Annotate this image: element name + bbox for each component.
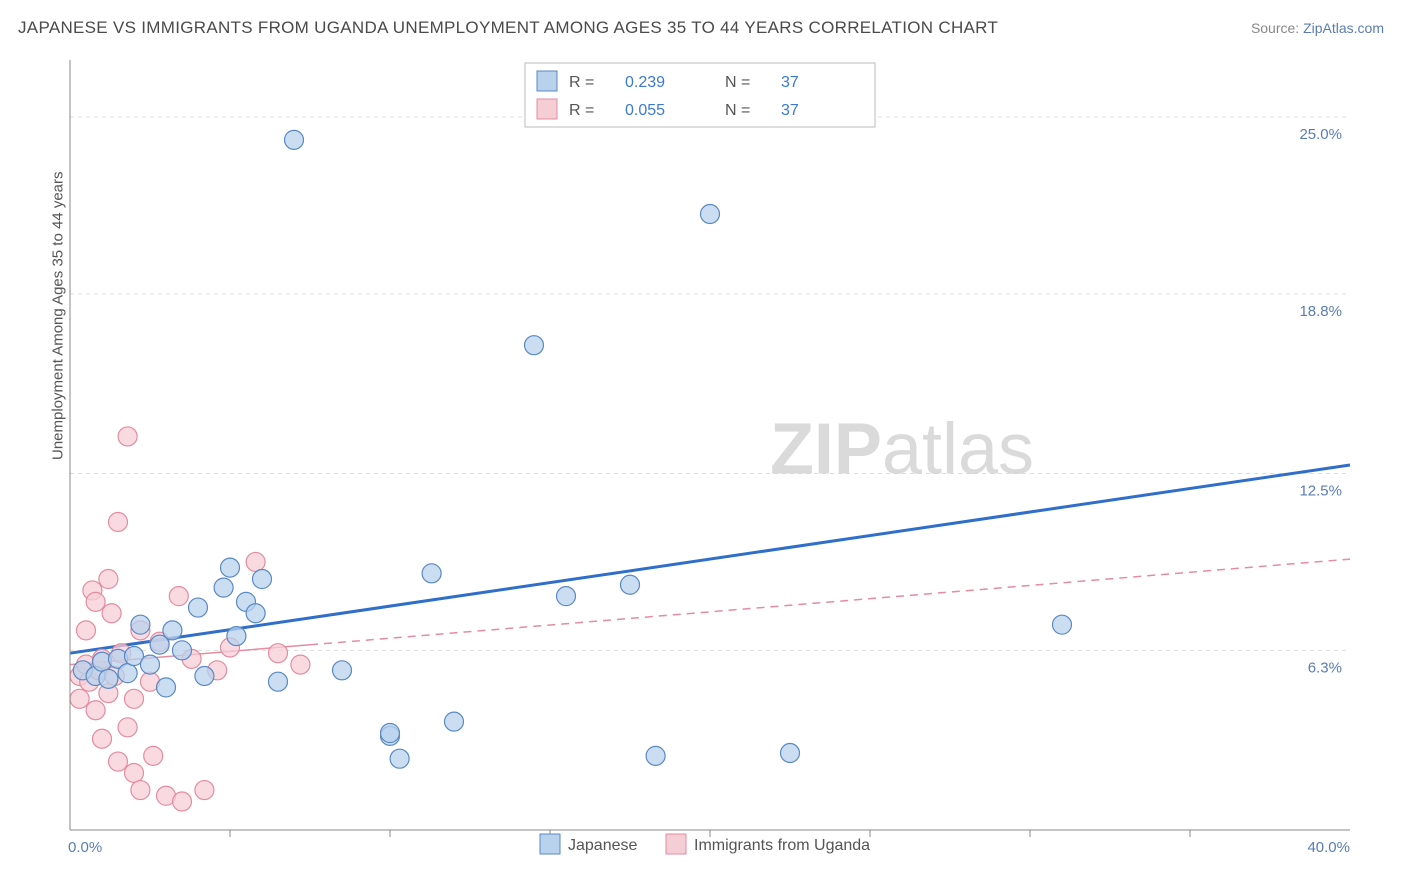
data-point [646,746,665,765]
source-link[interactable]: ZipAtlas.com [1303,20,1384,36]
data-point [285,130,304,149]
data-point [157,678,176,697]
legend-swatch-bottom [666,834,686,854]
data-point [269,644,288,663]
data-point [173,792,192,811]
data-point [118,664,137,683]
source-attribution: Source: ZipAtlas.com [1251,20,1384,36]
data-point [131,781,150,800]
n-value: 37 [781,102,799,119]
data-point [445,712,464,731]
legend-swatch [537,71,557,91]
data-point [621,575,640,594]
data-point [163,621,182,640]
data-point [77,621,96,640]
data-point [195,781,214,800]
y-axis-label: Unemployment Among Ages 35 to 44 years [50,171,67,460]
data-point [253,570,272,589]
data-point [221,558,240,577]
data-point [390,749,409,768]
data-point [269,672,288,691]
chart-title: JAPANESE VS IMMIGRANTS FROM UGANDA UNEMP… [18,18,998,38]
data-point [701,205,720,224]
data-point [246,552,265,571]
data-point [246,604,265,623]
r-label: R = [569,102,594,119]
data-point [291,655,310,674]
data-point [333,661,352,680]
data-point [93,729,112,748]
data-point [227,627,246,646]
data-point [109,752,128,771]
data-point [169,587,188,606]
legend-swatch-bottom [540,834,560,854]
n-value: 37 [781,74,799,91]
chart-container: Unemployment Among Ages 35 to 44 years 6… [50,55,1390,865]
data-point [195,667,214,686]
data-point [118,718,137,737]
data-point [86,592,105,611]
data-point [109,513,128,532]
data-point [118,427,137,446]
data-point [102,604,121,623]
data-point [99,570,118,589]
data-point [214,578,233,597]
source-label: Source: [1251,20,1303,36]
y-tick-label: 18.8% [1299,303,1342,320]
legend-label: Japanese [568,837,637,854]
data-point [70,689,89,708]
legend-swatch [537,99,557,119]
legend-label: Immigrants from Uganda [694,837,870,854]
data-point [381,724,400,743]
data-point [131,615,150,634]
data-point [189,598,208,617]
n-label: N = [725,74,750,91]
watermark: ZIPatlas [770,410,1034,490]
data-point [781,744,800,763]
r-value: 0.055 [625,102,665,119]
r-label: R = [569,74,594,91]
y-tick-label: 6.3% [1308,659,1342,676]
y-tick-label: 25.0% [1299,126,1342,143]
data-point [525,336,544,355]
trend-line-dashed [310,559,1350,645]
data-point [557,587,576,606]
data-point [144,746,163,765]
data-point [86,701,105,720]
data-point [422,564,441,583]
data-point [99,669,118,688]
y-tick-label: 12.5% [1299,483,1342,500]
x-axis-min-label: 0.0% [68,839,102,856]
data-point [1053,615,1072,634]
data-point [125,689,144,708]
data-point [125,763,144,782]
scatter-chart: 6.3% 12.5% 18.8% 25.0% ZIPatlas 0.0% 40.0% R = 0… [50,55,1390,875]
x-axis-max-label: 40.0% [1307,839,1350,856]
data-point [173,641,192,660]
n-label: N = [725,102,750,119]
data-point [141,655,160,674]
r-value: 0.239 [625,74,665,91]
